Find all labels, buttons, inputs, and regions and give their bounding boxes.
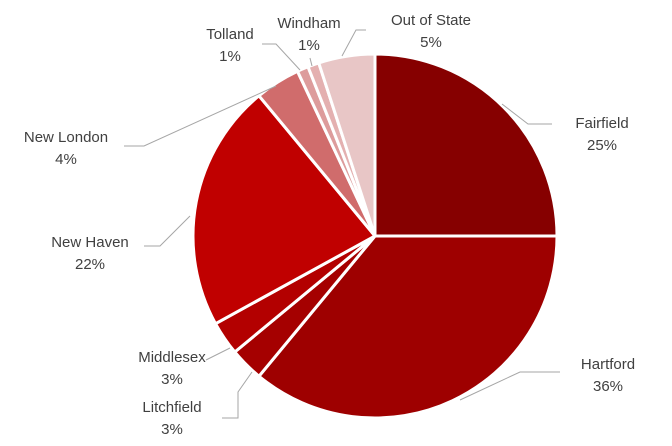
slice-label-value: 3%	[161, 371, 183, 388]
slice-label-new-london: New London 4%	[24, 129, 108, 168]
slice-label-name: Fairfield	[575, 115, 628, 132]
slice-label-name: New London	[24, 129, 108, 146]
slice-label-windham: Windham 1%	[277, 15, 340, 54]
slice-label-name: Tolland	[206, 26, 254, 43]
slice-label-value: 25%	[587, 137, 617, 154]
pie-slice-new-haven	[191, 93, 378, 326]
slice-label-value: 5%	[420, 34, 442, 51]
pie-slice-out-of-state	[316, 52, 377, 237]
leader-line-new-haven	[144, 215, 191, 247]
slice-label-name: Out of State	[391, 12, 471, 29]
slice-label-new-haven: New Haven 22%	[51, 234, 129, 273]
pie-slice-hartford	[256, 234, 559, 420]
slice-label-litchfield: Litchfield 3%	[142, 399, 201, 438]
labels-layer: Fairfield 25%Hartford 36%Litchfield 3%Middl…	[24, 12, 635, 438]
leader-line-new-london	[124, 85, 277, 147]
slice-label-name: Windham	[277, 15, 340, 32]
slice-label-value: 22%	[75, 256, 105, 273]
slice-label-hartford: Hartford 36%	[581, 356, 635, 395]
leader-line-out-of-state	[341, 29, 366, 57]
leader-line-middlesex	[205, 347, 231, 361]
slice-label-out-of-state: Out of State 5%	[391, 12, 471, 51]
leader-line-litchfield	[222, 371, 253, 419]
slice-label-name: Litchfield	[142, 399, 201, 416]
slice-label-middlesex: Middlesex 3%	[138, 349, 206, 388]
slice-label-name: Middlesex	[138, 349, 206, 366]
slice-label-value: 4%	[55, 151, 77, 168]
leader-line-hartford	[459, 371, 560, 401]
leader-lines-layer	[124, 29, 560, 419]
slice-label-value: 3%	[161, 421, 183, 438]
slice-label-tolland: Tolland 1%	[206, 26, 254, 65]
slice-label-value: 1%	[219, 48, 241, 65]
slice-label-value: 36%	[593, 378, 623, 395]
pie-slice-fairfield	[373, 52, 559, 238]
slice-label-name: Hartford	[581, 356, 635, 373]
slice-label-value: 1%	[298, 37, 320, 54]
leader-line-windham	[309, 57, 313, 67]
leader-line-tolland	[262, 43, 301, 71]
slice-label-name: New Haven	[51, 234, 129, 251]
slices-layer	[191, 52, 559, 420]
slice-label-fairfield: Fairfield 25%	[575, 115, 628, 154]
leader-line-fairfield	[501, 103, 552, 125]
